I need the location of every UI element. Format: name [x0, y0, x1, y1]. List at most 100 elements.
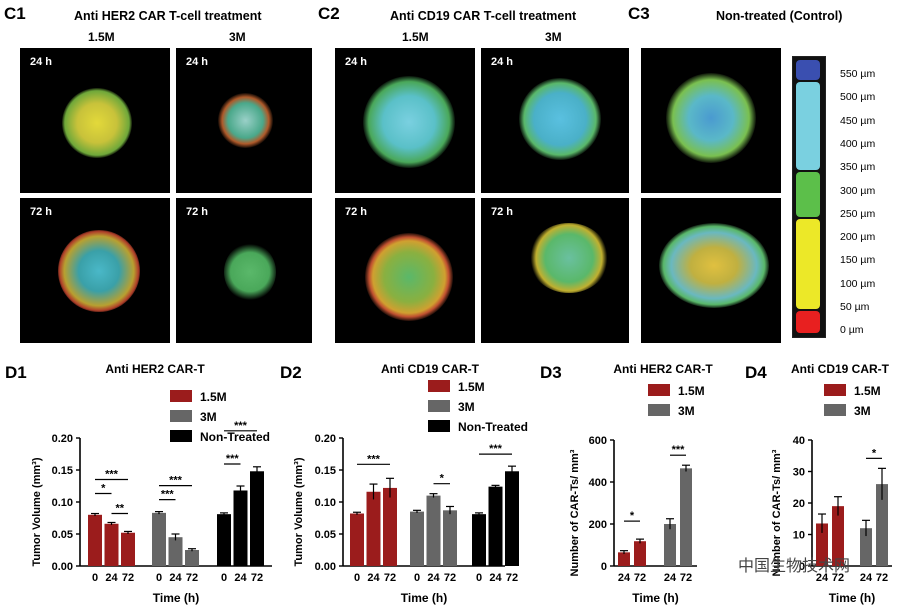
c2-title: Anti CD19 CAR T-cell treatment [390, 9, 577, 23]
y-tick-label: 0.10 [315, 497, 336, 509]
bar [185, 550, 199, 566]
legend-swatch [170, 410, 192, 422]
x-tick-label: 72 [384, 572, 396, 584]
significance-label: *** [234, 420, 248, 432]
x-tick-label: 24 [105, 572, 118, 584]
time-label: 24 h [345, 56, 368, 68]
legend-label: 3M [854, 404, 871, 418]
c1-title: Anti HER2 CAR T-cell treatment [74, 9, 262, 23]
legend-label: Non-Treated [200, 430, 270, 444]
bar [350, 513, 364, 566]
scale-tick-label: 400 µm [840, 137, 876, 150]
bar [488, 486, 503, 566]
x-tick-label: 24 [367, 572, 380, 584]
y-tick-label: 0.00 [315, 561, 336, 573]
time-label: 24 h [491, 56, 514, 68]
scale-tick-label: 350 µm [840, 161, 876, 174]
x-tick-label: 24 [664, 572, 677, 584]
bar [152, 512, 166, 566]
legend-label: 1.5M [458, 380, 485, 394]
legend-swatch [170, 390, 192, 402]
y-tick-label: 30 [793, 467, 805, 479]
bar [426, 495, 441, 566]
scale-tick-label: 550 µm [840, 68, 876, 80]
c1-image-1-5m-72h: 72 h [20, 198, 170, 343]
x-tick-label: 72 [186, 572, 198, 584]
chart-title: Anti HER2 CAR-T [613, 362, 713, 376]
significance-label: *** [367, 453, 381, 465]
c2-image-1-5m-24h: 24 h [335, 48, 475, 193]
legend-swatch [170, 430, 192, 442]
scale-tick-label: 200 µm [840, 231, 876, 244]
watermark-text: 中国生物技术网 [738, 556, 851, 575]
x-tick-label: 72 [122, 572, 134, 584]
bar [832, 506, 844, 566]
bar [366, 491, 381, 566]
panel-d4-label: D4 [745, 363, 767, 382]
x-tick-label: 24 [816, 572, 829, 584]
bar [88, 514, 102, 566]
y-axis-label: Tumor Volume (mm³) [31, 457, 43, 566]
c2-image-3m-24h: 24 h [481, 48, 629, 193]
c1-image-3m-72h: 72 h [176, 198, 312, 343]
x-tick-label: 72 [634, 572, 646, 584]
significance-label: *** [161, 489, 175, 501]
chart-title: Anti HER2 CAR-T [105, 362, 205, 376]
panel-d3-label: D3 [540, 363, 562, 382]
x-tick-label: 24 [427, 572, 440, 584]
y-tick-label: 0.15 [52, 465, 73, 477]
scale-tick-label: 0 µm [840, 324, 864, 337]
x-tick-label: 24 [489, 572, 502, 584]
bar [104, 523, 119, 566]
legend-swatch [428, 400, 450, 412]
c3-image-72h [641, 198, 781, 343]
time-label: 24 h [186, 56, 209, 68]
legend-label: 3M [678, 404, 695, 418]
bar [860, 528, 872, 566]
significance-label: *** [105, 469, 119, 481]
bar [168, 537, 183, 566]
bar [443, 510, 457, 566]
y-tick-label: 40 [793, 435, 805, 447]
x-tick-label: 24 [234, 572, 247, 584]
legend-swatch [824, 384, 846, 396]
y-axis-label: Number of CAR-Ts/ mm³ [569, 449, 581, 576]
scale-tick-label: 300 µm [840, 184, 876, 197]
significance-label: *** [226, 453, 240, 465]
chart-title: Anti CD19 CAR-T [791, 362, 890, 376]
legend-swatch [824, 404, 846, 416]
y-tick-label: 600 [589, 435, 607, 447]
y-axis-label: Tumor Volume (mm³) [293, 457, 305, 566]
y-tick-label: 0 [601, 561, 607, 573]
y-tick-label: 0.05 [315, 529, 336, 541]
c2-image-3m-72h: 72 h [481, 198, 629, 343]
chart-title: Anti CD19 CAR-T [381, 362, 480, 376]
x-tick-label: 0 [354, 572, 360, 584]
x-tick-label: 24 [860, 572, 873, 584]
x-axis-label: Time (h) [632, 591, 678, 605]
x-tick-label: 72 [680, 572, 692, 584]
significance-label: * [101, 483, 106, 495]
time-label: 72 h [186, 206, 209, 218]
c1-image-1-5m-24h: 24 h [20, 48, 170, 193]
x-tick-label: 72 [444, 572, 456, 584]
legend-swatch [428, 380, 450, 392]
y-tick-label: 0.15 [315, 465, 336, 477]
scale-tick-label: 500 µm [840, 91, 876, 104]
legend-swatch [648, 404, 670, 416]
bar [664, 524, 676, 566]
bar [472, 514, 486, 566]
scale-tick-label: 450 µm [840, 114, 876, 127]
bar [410, 511, 424, 566]
depth-color-scale [792, 56, 826, 338]
significance-label: * [440, 473, 445, 485]
y-tick-label: 10 [793, 530, 805, 542]
bar [816, 523, 828, 566]
y-tick-label: 400 [589, 477, 607, 489]
c1-col-1-5m: 1.5M [88, 30, 115, 44]
c3-image-24h [641, 48, 781, 193]
bar [383, 487, 397, 566]
y-tick-label: 200 [589, 519, 607, 531]
x-tick-label: 72 [832, 572, 844, 584]
